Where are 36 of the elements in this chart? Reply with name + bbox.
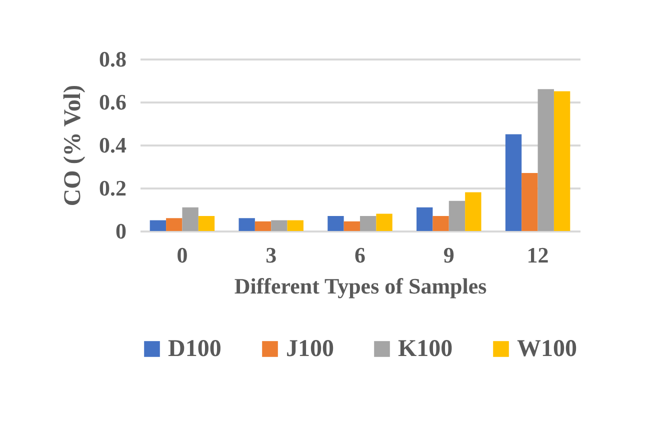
y-tick-label: 0.8: [99, 46, 126, 72]
x-tick-label: 6: [354, 242, 366, 268]
bar: [182, 207, 198, 231]
legend-label: K100: [398, 336, 453, 362]
bar: [554, 91, 570, 231]
bar: [465, 192, 482, 231]
y-axis-title: CO (% Vol): [60, 84, 86, 206]
bar: [416, 207, 433, 231]
bar: [522, 172, 538, 231]
y-tick-label: 0.2: [99, 176, 126, 200]
legend-label: D100: [168, 336, 222, 362]
bar: [505, 134, 522, 231]
bar: [344, 221, 360, 231]
y-tick-label: 0.6: [99, 90, 126, 114]
x-tick-label: 12: [526, 242, 549, 268]
x-tick-label: 0: [176, 242, 188, 268]
y-tick-label: 0.4: [99, 132, 126, 158]
bar: [448, 200, 466, 231]
bar: [287, 220, 304, 231]
bar: [328, 216, 344, 231]
bar: [254, 221, 272, 231]
bar: [360, 216, 376, 231]
bar: [538, 89, 554, 231]
bar: [376, 214, 392, 231]
bar: [198, 216, 215, 231]
x-tick-label: 3: [266, 242, 277, 268]
bar: [166, 218, 182, 231]
legend-label: J100: [286, 336, 334, 362]
y-tick-label: 0: [116, 218, 126, 244]
bar: [271, 220, 288, 231]
bar: [432, 216, 449, 231]
bar: [150, 220, 166, 231]
x-tick-label: 9: [443, 242, 454, 268]
legend-label: W100: [517, 336, 577, 362]
x-axis-title: Different Types of Samples: [234, 274, 488, 298]
bar: [238, 218, 255, 231]
